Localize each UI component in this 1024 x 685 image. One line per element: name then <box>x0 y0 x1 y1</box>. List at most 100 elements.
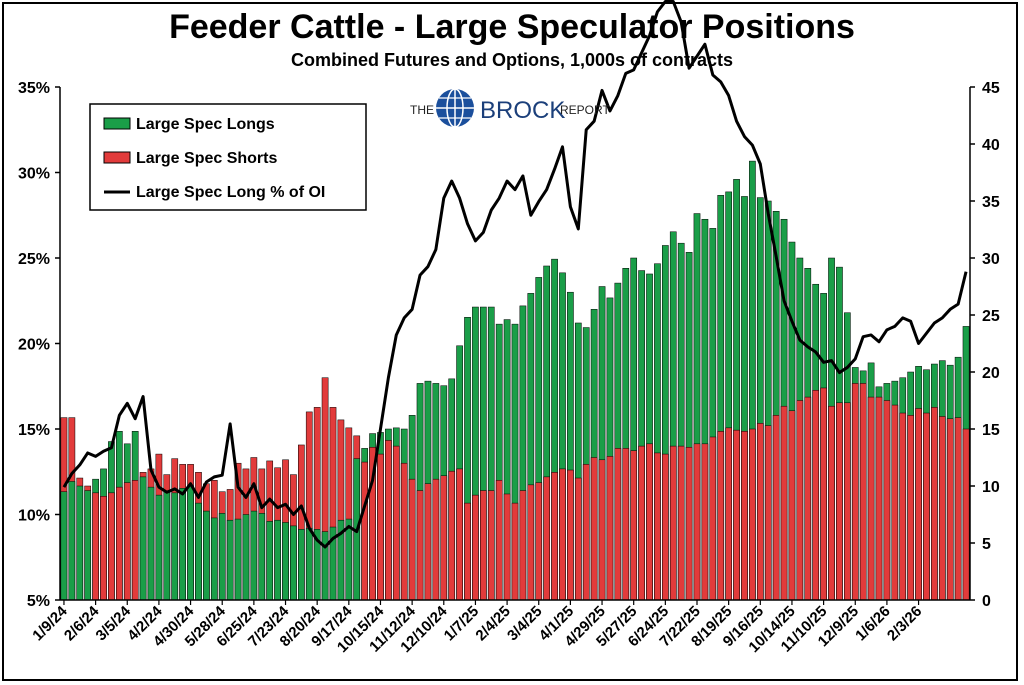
bar-short <box>638 445 645 601</box>
right-tick-label: 45 <box>982 80 1000 97</box>
bar-short <box>551 472 558 601</box>
bar-short <box>764 425 772 601</box>
bar-long <box>274 519 281 601</box>
x-tick-label: 2/3/26 <box>884 603 926 645</box>
bar-long <box>210 517 218 601</box>
bar-short <box>907 415 914 601</box>
bar-short <box>828 405 835 601</box>
bar-short <box>859 383 867 601</box>
bar-short <box>780 405 788 601</box>
bar-short <box>954 417 962 601</box>
bar-short <box>392 445 400 601</box>
bar-long <box>266 521 274 601</box>
bar-short <box>867 396 875 601</box>
line-long-pct-oi <box>62 0 968 549</box>
bar-short <box>701 443 709 601</box>
bar-short <box>741 431 748 601</box>
bar-short <box>598 459 606 601</box>
right-tick-label: 10 <box>982 479 1000 496</box>
bar-short <box>820 387 827 601</box>
bar-short <box>804 396 812 601</box>
legend-box <box>89 103 367 211</box>
bar-short <box>92 492 99 601</box>
bar-short <box>630 450 638 601</box>
bar-short <box>108 492 115 601</box>
globe-icon <box>436 88 474 128</box>
bar-short <box>923 412 930 601</box>
right-tick-label: 15 <box>982 422 1000 439</box>
bar-short <box>519 490 527 601</box>
right-tick-label: 20 <box>982 365 1000 382</box>
bar-short <box>559 468 566 601</box>
bar-short <box>567 469 574 601</box>
bar-short <box>788 410 796 601</box>
legend-swatch-shorts <box>103 151 131 164</box>
bar-long <box>234 518 242 601</box>
right-tick-label: 5 <box>982 536 991 553</box>
legend-label-longs: Large Spec Longs <box>136 116 275 133</box>
bar-short <box>116 486 123 601</box>
bar-long <box>305 527 313 601</box>
bar-short <box>883 400 891 601</box>
bar-short <box>693 443 701 601</box>
bar-short <box>503 493 511 601</box>
bar-long <box>282 522 289 601</box>
bar-short <box>385 440 392 601</box>
left-tick-label: 10% <box>18 508 50 525</box>
x-tick-label: 1/7/25 <box>441 603 483 645</box>
right-tick-label: 25 <box>982 308 1000 325</box>
bar-long <box>171 492 179 601</box>
bar-short <box>844 402 851 601</box>
bar-short <box>100 496 107 601</box>
bar-long <box>345 518 353 601</box>
bar-short <box>622 448 630 601</box>
bar-short <box>772 415 780 601</box>
bar-short <box>535 482 543 601</box>
bar-long <box>139 476 147 601</box>
chart-subtitle: Combined Futures and Options, 1,000s of … <box>291 50 733 70</box>
bar-short <box>480 490 487 601</box>
bar-short <box>899 412 907 601</box>
bar-short <box>487 490 495 601</box>
bar-short <box>654 452 661 601</box>
bar-short <box>962 428 970 601</box>
bar-short <box>361 461 368 601</box>
bar-short <box>527 484 535 601</box>
bar-long <box>163 491 171 601</box>
bar-short <box>875 396 883 601</box>
bar-short <box>582 464 590 601</box>
bar-short <box>717 431 725 601</box>
bar-long <box>321 531 329 601</box>
bar-short <box>424 483 432 601</box>
bar-short <box>131 480 139 601</box>
bar-long <box>298 529 305 601</box>
x-tick-label: 3/5/24 <box>93 602 135 644</box>
logo-pre-text: THE <box>410 103 434 117</box>
bar-short <box>408 478 416 601</box>
bar-long <box>250 510 258 601</box>
bar-short <box>733 429 740 601</box>
bar-long <box>242 514 250 601</box>
bar-short <box>756 423 764 601</box>
bar-short <box>891 404 899 601</box>
bar-short <box>432 478 440 601</box>
x-tick-label: 2/6/24 <box>61 602 103 644</box>
bar-short <box>511 502 519 601</box>
left-tick-label: 35% <box>18 80 50 97</box>
bar-short <box>377 453 384 601</box>
bar-short <box>725 427 732 601</box>
legend-label-shorts: Large Spec Shorts <box>136 150 277 167</box>
bar-long <box>218 513 226 601</box>
bar-short <box>448 470 456 601</box>
bar-long <box>60 491 68 601</box>
bar-short <box>574 477 582 601</box>
x-tick-label: 2/4/25 <box>472 603 514 645</box>
bar-short <box>606 456 614 601</box>
bar-long <box>155 494 163 601</box>
bar-long <box>195 502 202 601</box>
bar-long <box>258 513 266 601</box>
bar-short <box>464 502 471 601</box>
x-tick-label: 1/6/26 <box>852 603 894 645</box>
bar-short <box>614 448 622 601</box>
